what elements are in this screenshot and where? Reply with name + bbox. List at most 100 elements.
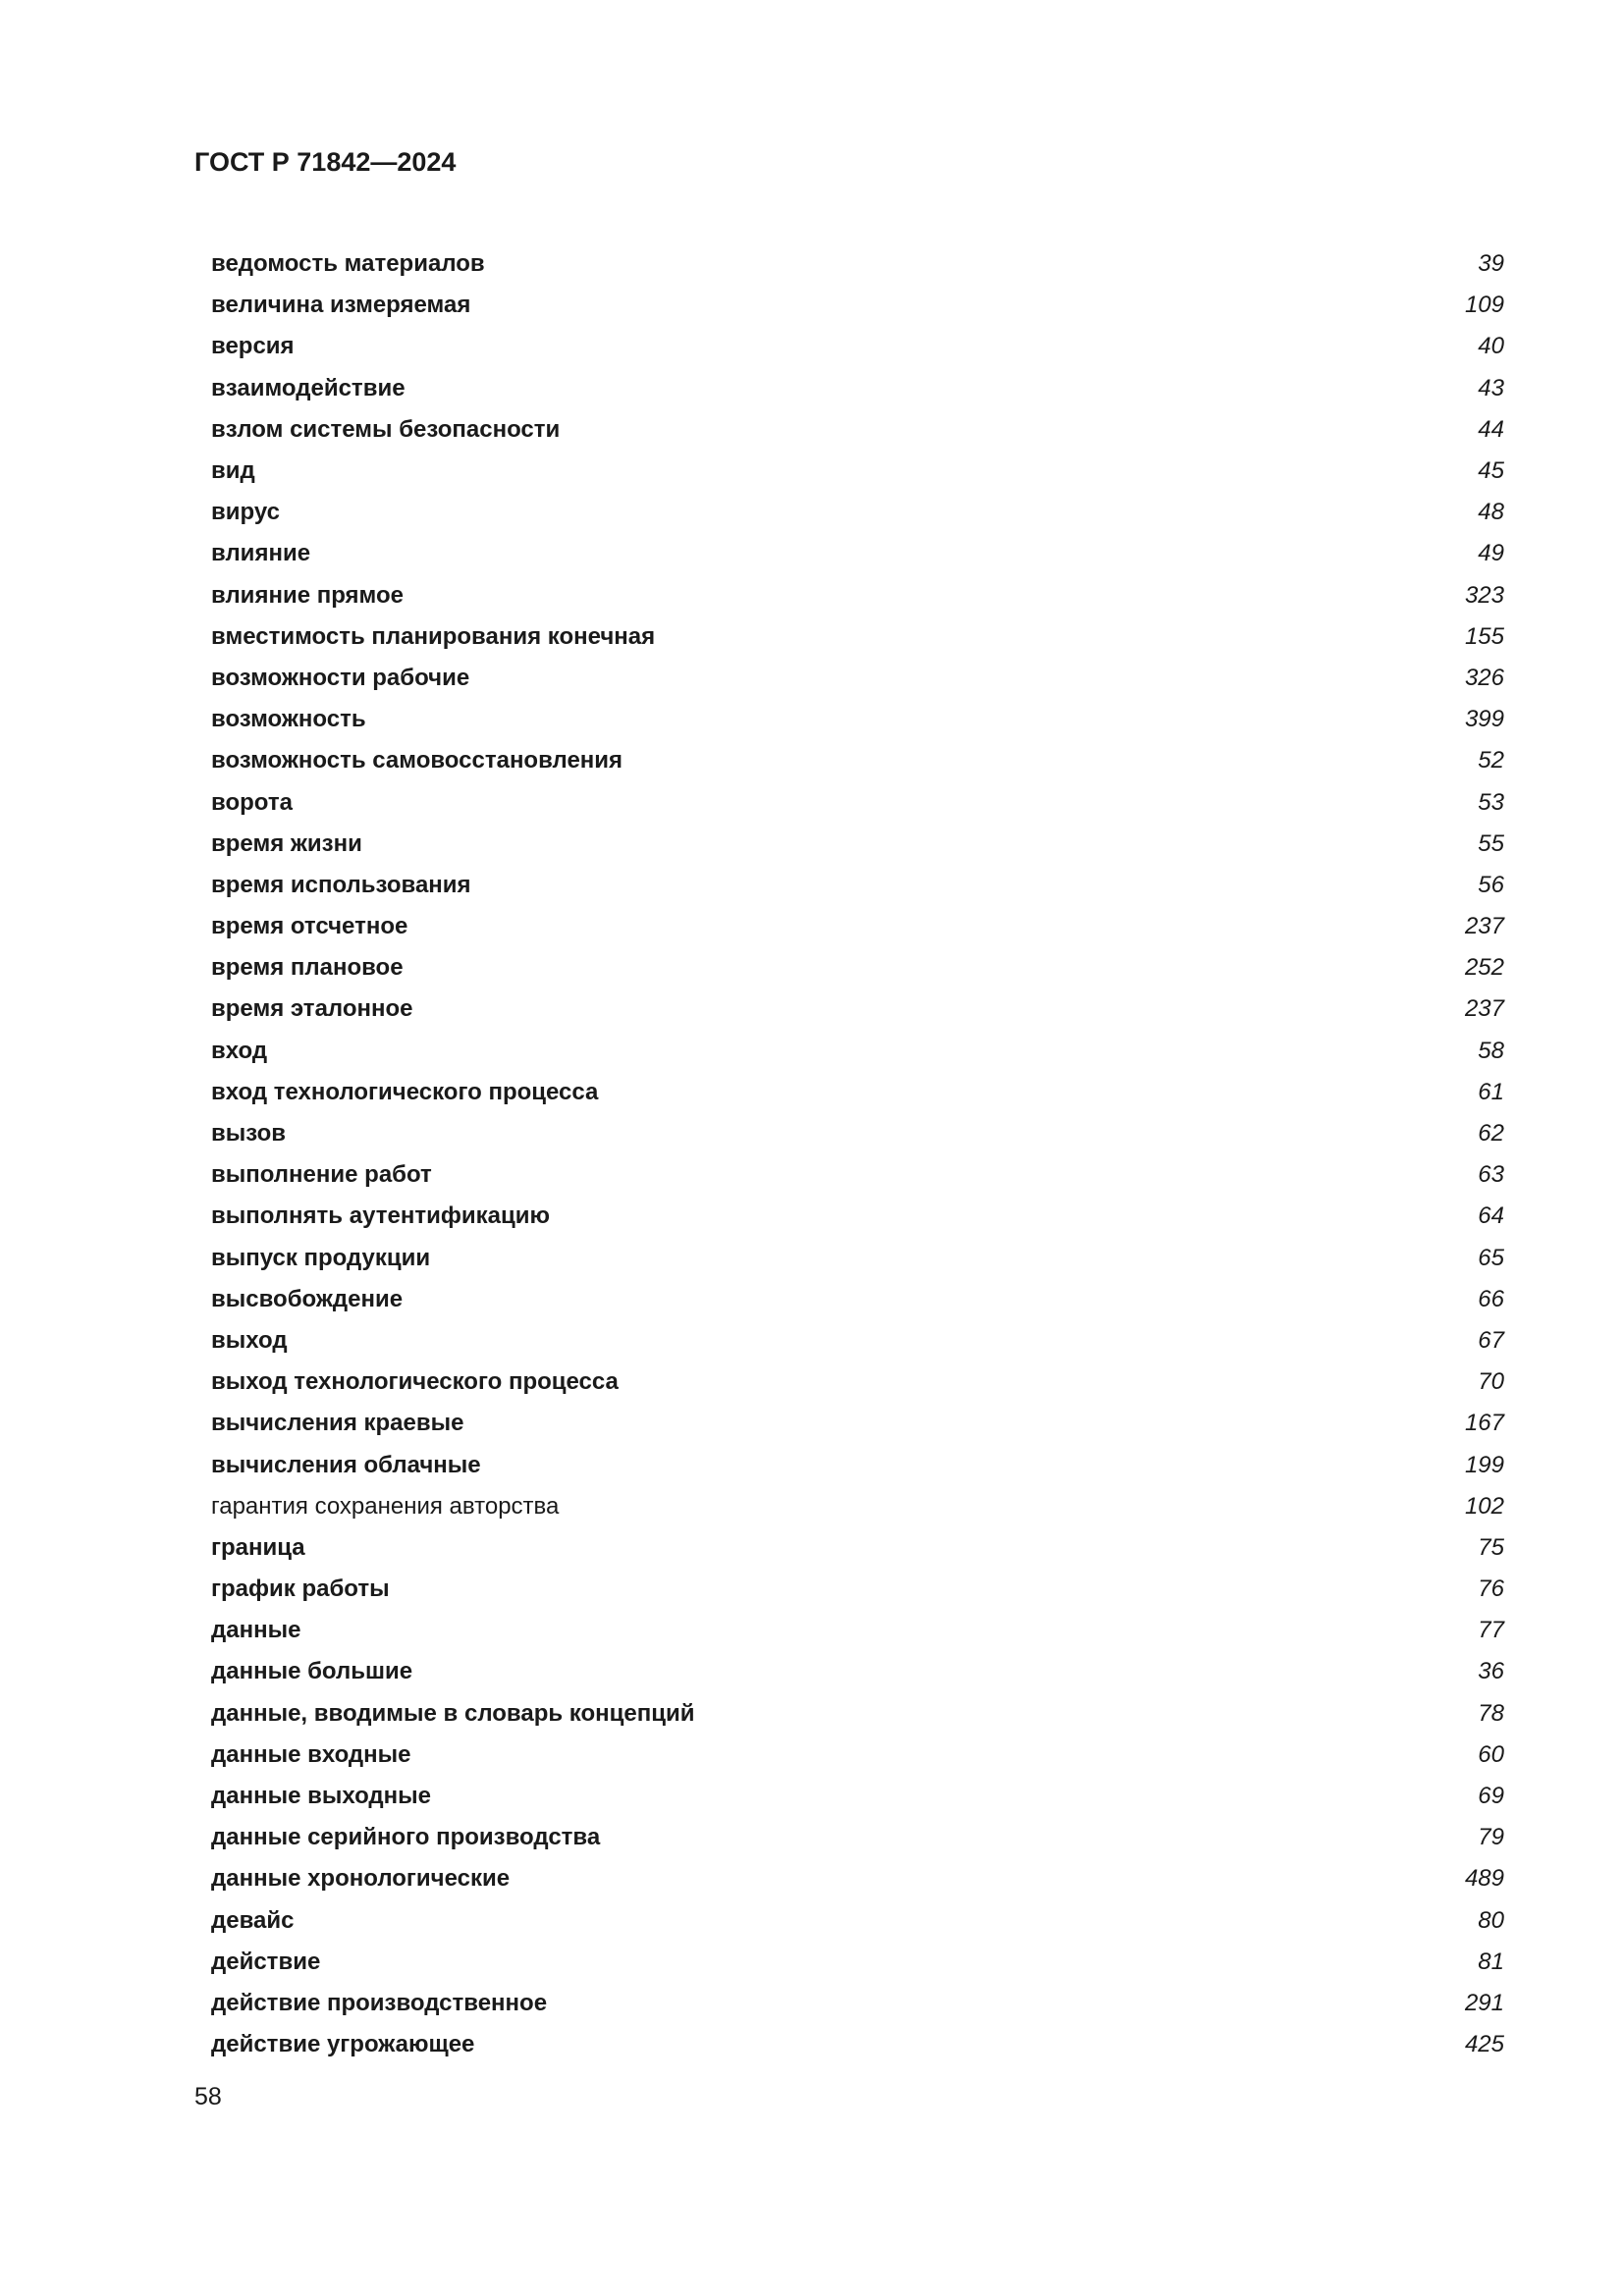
- index-term: вычисления краевые: [211, 1410, 464, 1437]
- index-entry: вирус 48: [211, 492, 1504, 533]
- index-term: время жизни: [211, 829, 362, 857]
- index-entry: возможности рабочие 326: [211, 658, 1504, 699]
- index-term: вычисления облачные: [211, 1451, 481, 1478]
- index-entry: время жизни 55: [211, 824, 1504, 865]
- index-term: выход технологического процесса: [211, 1368, 619, 1396]
- index-page-ref: 80: [1478, 1906, 1504, 1934]
- index-term: возможность: [211, 706, 366, 733]
- index-page-ref: 55: [1478, 829, 1504, 857]
- index-term: данные: [211, 1617, 301, 1644]
- index-entry: данные большие 36: [211, 1651, 1504, 1692]
- index-page-ref: 75: [1478, 1533, 1504, 1561]
- index-page-ref: 291: [1464, 1989, 1504, 2016]
- index-entry: взаимодействие 43: [211, 368, 1504, 409]
- index-entry: вычисления краевые 167: [211, 1403, 1504, 1444]
- index-page-ref: 323: [1464, 581, 1504, 609]
- index-entry: взлом системы безопасности 44: [211, 409, 1504, 451]
- index-term: время отсчетное: [211, 913, 408, 940]
- index-page-ref: 70: [1478, 1368, 1504, 1396]
- index-entry: время отсчетное 237: [211, 906, 1504, 947]
- index-term: граница: [211, 1533, 305, 1561]
- index-entry: версия 40: [211, 326, 1504, 367]
- index-page-ref: 155: [1464, 622, 1504, 650]
- index-page-ref: 199: [1464, 1451, 1504, 1478]
- index-page-ref: 399: [1464, 706, 1504, 733]
- index-entry: график работы 76: [211, 1569, 1504, 1610]
- index-term: данные хронологические: [211, 1865, 511, 1893]
- index-page-ref: 167: [1464, 1410, 1504, 1437]
- index-entry: вход 58: [211, 1031, 1504, 1072]
- index-page-ref: 61: [1478, 1078, 1504, 1105]
- index-entry: действие угрожающее 425: [211, 2024, 1504, 2065]
- index-entry: выполнение работ 63: [211, 1154, 1504, 1196]
- index-term: взаимодействие: [211, 374, 406, 401]
- index-page-ref: 65: [1478, 1244, 1504, 1271]
- index-entry: данные хронологические 489: [211, 1858, 1504, 1899]
- index-entry: гарантия сохранения авторства 102: [211, 1486, 1504, 1527]
- index-page-ref: 36: [1478, 1658, 1504, 1685]
- index-entry: выпуск продукции 65: [211, 1238, 1504, 1279]
- index-entry: время эталонное 237: [211, 988, 1504, 1030]
- index-page-ref: 39: [1478, 250, 1504, 278]
- index-page-ref: 48: [1478, 499, 1504, 526]
- index-entry: ворота 53: [211, 781, 1504, 823]
- index-page-ref: 237: [1464, 913, 1504, 940]
- index-entry: величина измеряемая 109: [211, 285, 1504, 326]
- index-term: время использования: [211, 871, 471, 898]
- index-term: время эталонное: [211, 995, 413, 1023]
- index-term: данные входные: [211, 1740, 411, 1768]
- index-entry: вызов 62: [211, 1113, 1504, 1154]
- index-term: вирус: [211, 499, 280, 526]
- index-page-ref: 52: [1478, 747, 1504, 774]
- index-page-ref: 81: [1478, 1948, 1504, 1975]
- index-entry: выполнять аутентификацию 64: [211, 1196, 1504, 1237]
- index-term: возможность самовосстановления: [211, 747, 623, 774]
- index-entry: выход технологического процесса 70: [211, 1362, 1504, 1403]
- index-term: вход технологического процесса: [211, 1078, 599, 1105]
- index-page-ref: 252: [1464, 954, 1504, 982]
- index-entry: ведомость материалов 39: [211, 243, 1504, 285]
- index-term: вызов: [211, 1120, 286, 1148]
- index-term: влияние прямое: [211, 581, 404, 609]
- index-entry: данные, вводимые в словарь концепций 78: [211, 1693, 1504, 1735]
- index-entry: влияние 49: [211, 533, 1504, 574]
- index-entry: данные 77: [211, 1610, 1504, 1651]
- index-page-ref: 64: [1478, 1202, 1504, 1230]
- index-page-ref: 40: [1478, 333, 1504, 360]
- index-entry: данные серийного производства 79: [211, 1817, 1504, 1858]
- index-page-ref: 62: [1478, 1120, 1504, 1148]
- index-term: возможности рабочие: [211, 664, 470, 691]
- index-page-ref: 44: [1478, 415, 1504, 443]
- index-page-ref: 102: [1464, 1492, 1504, 1520]
- index-term: вход: [211, 1037, 268, 1064]
- index-entry: граница 75: [211, 1527, 1504, 1569]
- index-page-ref: 326: [1464, 664, 1504, 691]
- index-term: версия: [211, 333, 295, 360]
- index-entry: время использования 56: [211, 865, 1504, 906]
- index-term: взлом системы безопасности: [211, 415, 561, 443]
- index-term: ворота: [211, 788, 293, 816]
- index-page-ref: 53: [1478, 788, 1504, 816]
- index-page-ref: 77: [1478, 1617, 1504, 1644]
- index-entry: данные входные 60: [211, 1735, 1504, 1776]
- index-term: вид: [211, 457, 255, 485]
- index-term: действие производственное: [211, 1989, 548, 2016]
- index-entry: влияние прямое 323: [211, 575, 1504, 616]
- index-term: данные, вводимые в словарь концепций: [211, 1699, 695, 1727]
- index-entry: вместимость планирования конечная 155: [211, 616, 1504, 658]
- index-page-ref: 45: [1478, 457, 1504, 485]
- index-page-ref: 79: [1478, 1824, 1504, 1851]
- index-page-ref: 76: [1478, 1575, 1504, 1603]
- index-entry: действие производственное 291: [211, 1983, 1504, 2024]
- index-page-ref: 67: [1478, 1326, 1504, 1354]
- index-entry: высвобождение 66: [211, 1279, 1504, 1320]
- index-page-ref: 425: [1464, 2031, 1504, 2058]
- index-term: действие угрожающее: [211, 2031, 475, 2058]
- index-page-ref: 237: [1464, 995, 1504, 1023]
- index-term: данные серийного производства: [211, 1824, 601, 1851]
- index-term: девайс: [211, 1906, 295, 1934]
- index-entry: возможность самовосстановления 52: [211, 740, 1504, 781]
- index-page-ref: 43: [1478, 374, 1504, 401]
- index-page-ref: 58: [1478, 1037, 1504, 1064]
- index-term: действие: [211, 1948, 321, 1975]
